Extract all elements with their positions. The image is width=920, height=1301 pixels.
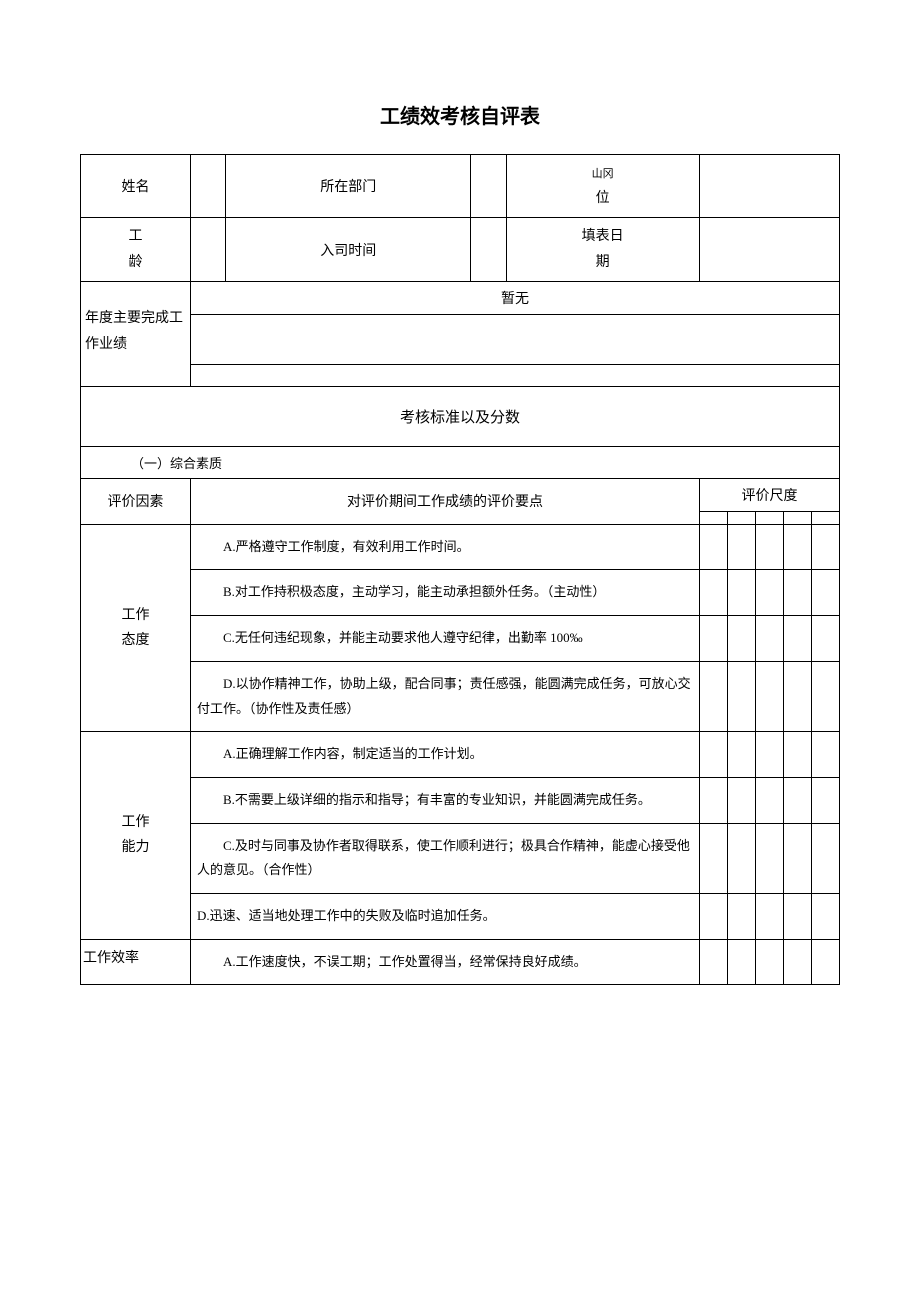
achievements-row-2 bbox=[191, 314, 840, 364]
ability-label: 工作 能力 bbox=[81, 732, 191, 939]
ability-bottom: 能力 bbox=[122, 840, 150, 855]
attitude-a-s3 bbox=[756, 524, 784, 570]
attitude-b: B.对工作持积极态度，主动学习，能主动承担额外任务。（主动性） bbox=[191, 570, 700, 616]
position-label-top: 山冈 bbox=[592, 168, 614, 180]
ability-a-s2 bbox=[728, 732, 756, 778]
join-value bbox=[471, 218, 506, 281]
join-label: 入司时间 bbox=[226, 218, 471, 281]
attitude-b-s3 bbox=[756, 570, 784, 616]
eval-scale-header: 评价尺度 bbox=[700, 478, 840, 511]
attitude-top: 工作 bbox=[122, 608, 150, 623]
ability-c-s4 bbox=[784, 823, 812, 893]
position-label: 山冈 位 bbox=[506, 155, 699, 218]
scale-3 bbox=[756, 511, 784, 524]
ability-a-s5 bbox=[812, 732, 840, 778]
scale-1 bbox=[700, 511, 728, 524]
seniority-top: 工 bbox=[129, 229, 143, 244]
attitude-a-s5 bbox=[812, 524, 840, 570]
attitude-d-s5 bbox=[812, 661, 840, 731]
attitude-c-s4 bbox=[784, 616, 812, 662]
attitude-c-s5 bbox=[812, 616, 840, 662]
attitude-a-s2 bbox=[728, 524, 756, 570]
ability-d-s4 bbox=[784, 893, 812, 939]
attitude-c-s3 bbox=[756, 616, 784, 662]
fill-date-top: 填表日 bbox=[582, 229, 624, 244]
ability-b-s3 bbox=[756, 777, 784, 823]
position-label-bottom: 位 bbox=[596, 191, 610, 206]
ability-d-s3 bbox=[756, 893, 784, 939]
attitude-label: 工作 态度 bbox=[81, 524, 191, 731]
ability-a-s1 bbox=[700, 732, 728, 778]
ability-d-s1 bbox=[700, 893, 728, 939]
ability-b: B.不需要上级详细的指示和指导；有丰富的专业知识，并能圆满完成任务。 bbox=[191, 777, 700, 823]
efficiency-a-s3 bbox=[756, 939, 784, 985]
dept-value bbox=[471, 155, 506, 218]
dept-label: 所在部门 bbox=[226, 155, 471, 218]
ability-c-s5 bbox=[812, 823, 840, 893]
eval-factor-header: 评价因素 bbox=[81, 478, 191, 524]
attitude-b-s4 bbox=[784, 570, 812, 616]
attitude-c: C.无任何违纪现象，并能主动要求他人遵守纪律，出勤率 100‰ bbox=[191, 616, 700, 662]
seniority-value bbox=[191, 218, 226, 281]
ability-top: 工作 bbox=[122, 815, 150, 830]
ability-c-s3 bbox=[756, 823, 784, 893]
seniority-label: 工 龄 bbox=[81, 218, 191, 281]
attitude-a: A.严格遵守工作制度，有效利用工作时间。 bbox=[191, 524, 700, 570]
fill-date-value bbox=[699, 218, 839, 281]
ability-a: A.正确理解工作内容，制定适当的工作计划。 bbox=[191, 732, 700, 778]
attitude-b-s2 bbox=[728, 570, 756, 616]
page-title: 工绩效考核自评表 bbox=[80, 100, 840, 129]
ability-b-s2 bbox=[728, 777, 756, 823]
ability-b-s1 bbox=[700, 777, 728, 823]
attitude-b-s5 bbox=[812, 570, 840, 616]
achievements-row-3 bbox=[191, 364, 840, 386]
efficiency-a-s5 bbox=[812, 939, 840, 985]
attitude-c-s2 bbox=[728, 616, 756, 662]
scale-5 bbox=[812, 511, 840, 524]
ability-c: C.及时与同事及协作者取得联系，使工作顺利进行；极具合作精神，能虚心接受他人的意… bbox=[191, 823, 700, 893]
ability-d-s2 bbox=[728, 893, 756, 939]
attitude-c-s1 bbox=[700, 616, 728, 662]
eval-points-header: 对评价期间工作成绩的评价要点 bbox=[191, 478, 700, 524]
attitude-a-s1 bbox=[700, 524, 728, 570]
efficiency-a-s1 bbox=[700, 939, 728, 985]
scale-2 bbox=[728, 511, 756, 524]
achievements-label: 年度主要完成工作业绩 bbox=[81, 281, 191, 386]
section-1-label: （一）综合素质 bbox=[81, 446, 840, 478]
ability-a-s4 bbox=[784, 732, 812, 778]
fill-date-label: 填表日 期 bbox=[506, 218, 699, 281]
attitude-bottom: 态度 bbox=[122, 633, 150, 648]
name-value bbox=[191, 155, 226, 218]
attitude-d-s1 bbox=[700, 661, 728, 731]
name-label: 姓名 bbox=[81, 155, 191, 218]
ability-a-s3 bbox=[756, 732, 784, 778]
evaluation-table: 姓名 所在部门 山冈 位 工 龄 入司时间 填表日 期 年度主要完成工作业绩 暂… bbox=[80, 154, 840, 985]
attitude-b-s1 bbox=[700, 570, 728, 616]
position-value bbox=[699, 155, 839, 218]
fill-date-bottom: 期 bbox=[596, 255, 610, 270]
scale-4 bbox=[784, 511, 812, 524]
attitude-d-s4 bbox=[784, 661, 812, 731]
attitude-a-s4 bbox=[784, 524, 812, 570]
ability-b-s5 bbox=[812, 777, 840, 823]
seniority-bottom: 龄 bbox=[129, 255, 143, 270]
ability-c-s1 bbox=[700, 823, 728, 893]
attitude-d-s3 bbox=[756, 661, 784, 731]
efficiency-a-s4 bbox=[784, 939, 812, 985]
ability-c-s2 bbox=[728, 823, 756, 893]
ability-b-s4 bbox=[784, 777, 812, 823]
ability-d-s5 bbox=[812, 893, 840, 939]
efficiency-a-s2 bbox=[728, 939, 756, 985]
achievements-row-1: 暂无 bbox=[191, 281, 840, 314]
standards-header: 考核标准以及分数 bbox=[81, 386, 840, 446]
attitude-d-s2 bbox=[728, 661, 756, 731]
efficiency-a: A.工作速度快，不误工期；工作处置得当，经常保持良好成绩。 bbox=[191, 939, 700, 985]
efficiency-label: 工作效率 bbox=[81, 939, 191, 985]
ability-d: D.迅速、适当地处理工作中的失败及临时追加任务。 bbox=[191, 893, 700, 939]
attitude-d: D.以协作精神工作，协助上级，配合同事；责任感强，能圆满完成任务，可放心交付工作… bbox=[191, 661, 700, 731]
